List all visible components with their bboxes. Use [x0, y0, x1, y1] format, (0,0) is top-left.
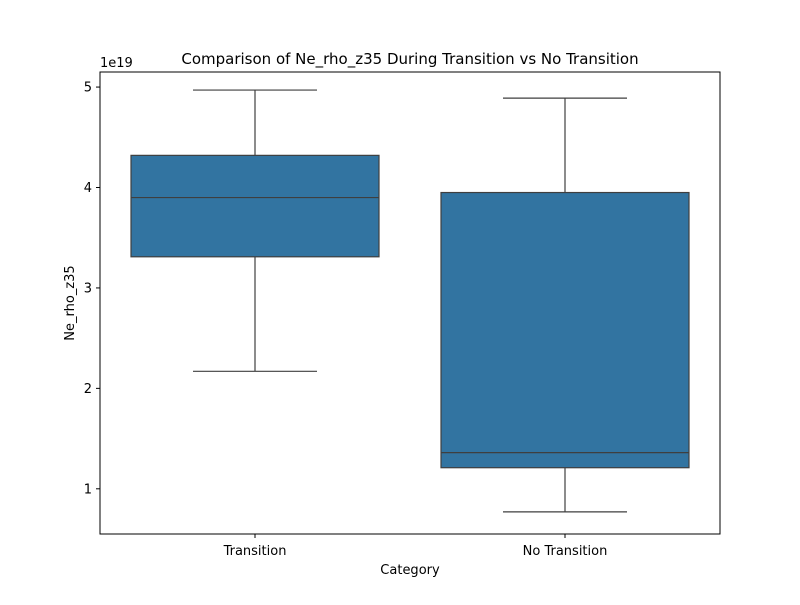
box-group — [130, 89, 380, 372]
y-tick-label: 3 — [84, 281, 92, 296]
x-tick-label: Transition — [223, 544, 287, 559]
box-group — [440, 97, 690, 513]
box — [440, 191, 690, 469]
y-tick-label: 1 — [84, 482, 92, 497]
y-tick-label: 5 — [84, 81, 92, 96]
box — [130, 154, 380, 258]
y-axis-label: Ne_rho_z35 — [63, 265, 78, 340]
y-tick-label: 4 — [84, 181, 92, 196]
y-axis: 1 2 3 4 5 — [84, 81, 100, 497]
chart-title: Comparison of Ne_rho_z35 During Transiti… — [181, 50, 638, 69]
plot-area-frame — [99, 71, 721, 535]
x-axis: Transition No Transition — [223, 534, 608, 559]
x-tick-label: No Transition — [523, 544, 608, 559]
x-axis-label: Category — [380, 563, 440, 578]
y-offset-label: 1e19 — [100, 56, 133, 71]
boxes-layer — [130, 89, 690, 513]
y-tick-label: 2 — [84, 382, 92, 397]
